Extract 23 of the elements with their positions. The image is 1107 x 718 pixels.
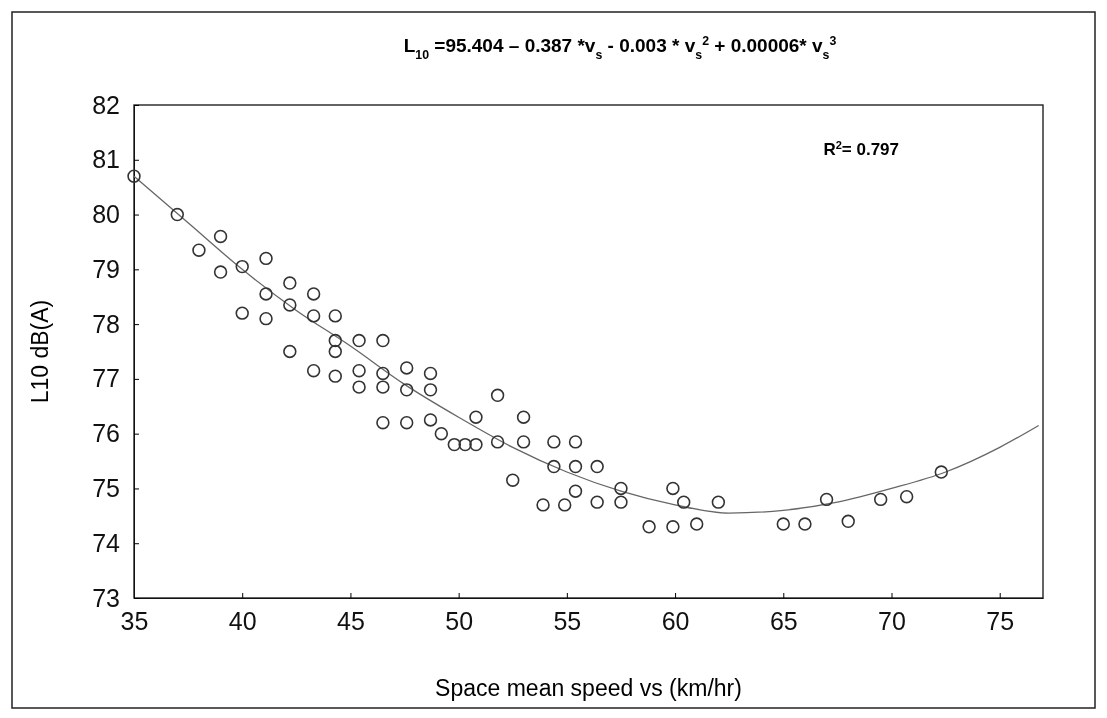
y-tick-label: 74 bbox=[92, 528, 121, 557]
x-tick-label: 40 bbox=[228, 606, 257, 635]
y-axis-title: L10 dB(A) bbox=[27, 299, 53, 404]
y-tick-label: 76 bbox=[92, 419, 120, 448]
y-tick-label: 77 bbox=[92, 364, 120, 393]
line-series bbox=[133, 175, 1040, 514]
y-tick-label: 82 bbox=[92, 90, 120, 119]
y-tick-label: 73 bbox=[92, 583, 120, 612]
x-tick-label: 75 bbox=[986, 606, 1015, 635]
x-tick-label: 65 bbox=[769, 606, 798, 635]
x-tick-label: 50 bbox=[445, 606, 474, 635]
y-tick-label: 81 bbox=[92, 145, 120, 174]
y-tick-label: 79 bbox=[92, 254, 120, 283]
y-tick-label: 80 bbox=[92, 200, 120, 229]
x-tick-label: 45 bbox=[337, 606, 365, 635]
x-axis-title: Space mean speed vs (km/hr) bbox=[435, 675, 742, 701]
x-tick-label: 70 bbox=[878, 606, 906, 635]
x-tick-label: 55 bbox=[553, 606, 582, 635]
y-tick-label: 75 bbox=[92, 473, 120, 502]
annotation: R$^{2}$= 0.797 bbox=[823, 139, 900, 159]
y-tick-label: 78 bbox=[92, 309, 120, 338]
x-tick-label: 60 bbox=[661, 606, 690, 635]
x-tick-label: 35 bbox=[120, 606, 149, 635]
